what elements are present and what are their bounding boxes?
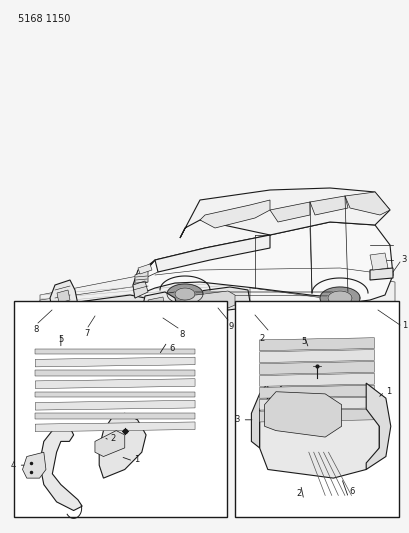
Polygon shape bbox=[182, 287, 249, 316]
Bar bbox=[234, 301, 398, 517]
Polygon shape bbox=[327, 291, 351, 305]
Polygon shape bbox=[95, 431, 124, 457]
Text: 5: 5 bbox=[301, 337, 306, 346]
Text: 2: 2 bbox=[110, 434, 116, 443]
Text: 6: 6 bbox=[348, 487, 354, 496]
Text: 3: 3 bbox=[234, 415, 239, 424]
Polygon shape bbox=[251, 383, 267, 448]
Polygon shape bbox=[259, 409, 373, 422]
Text: 8: 8 bbox=[33, 325, 38, 334]
Polygon shape bbox=[259, 350, 373, 362]
Polygon shape bbox=[57, 290, 70, 303]
Polygon shape bbox=[309, 196, 347, 215]
Polygon shape bbox=[35, 392, 195, 397]
Polygon shape bbox=[270, 202, 309, 222]
Polygon shape bbox=[180, 188, 389, 238]
Text: 8: 8 bbox=[179, 330, 184, 339]
Polygon shape bbox=[155, 235, 270, 272]
Polygon shape bbox=[143, 222, 392, 302]
Polygon shape bbox=[175, 288, 195, 300]
Polygon shape bbox=[344, 192, 389, 215]
Polygon shape bbox=[35, 422, 195, 432]
Polygon shape bbox=[259, 377, 378, 478]
Text: 2: 2 bbox=[259, 334, 264, 343]
Text: 3: 3 bbox=[400, 255, 405, 264]
Text: 6: 6 bbox=[169, 344, 174, 353]
Polygon shape bbox=[281, 303, 392, 323]
Polygon shape bbox=[50, 280, 78, 318]
Polygon shape bbox=[259, 397, 373, 410]
Text: 7: 7 bbox=[84, 329, 90, 338]
Polygon shape bbox=[35, 413, 195, 419]
Polygon shape bbox=[143, 292, 178, 320]
Polygon shape bbox=[259, 385, 373, 398]
Polygon shape bbox=[319, 287, 359, 309]
Polygon shape bbox=[133, 260, 155, 298]
Polygon shape bbox=[99, 413, 146, 478]
Bar bbox=[14, 301, 227, 517]
Polygon shape bbox=[22, 452, 46, 478]
Text: 5168 1150: 5168 1150 bbox=[18, 14, 70, 24]
Polygon shape bbox=[369, 253, 387, 270]
Polygon shape bbox=[166, 284, 202, 304]
Polygon shape bbox=[35, 370, 195, 376]
Polygon shape bbox=[369, 268, 392, 280]
Text: 1: 1 bbox=[384, 387, 390, 396]
Text: 1: 1 bbox=[401, 321, 406, 330]
Text: 9: 9 bbox=[229, 322, 234, 331]
Polygon shape bbox=[259, 373, 373, 386]
Polygon shape bbox=[247, 308, 281, 321]
Polygon shape bbox=[40, 278, 249, 325]
Polygon shape bbox=[259, 338, 373, 351]
Polygon shape bbox=[133, 281, 148, 298]
Text: 1: 1 bbox=[134, 455, 139, 464]
Polygon shape bbox=[138, 264, 152, 274]
Text: 4: 4 bbox=[11, 461, 16, 470]
Polygon shape bbox=[39, 426, 82, 511]
Polygon shape bbox=[365, 383, 390, 470]
Polygon shape bbox=[135, 270, 148, 287]
Polygon shape bbox=[184, 291, 234, 312]
Polygon shape bbox=[40, 258, 394, 320]
Polygon shape bbox=[72, 295, 145, 316]
Polygon shape bbox=[35, 379, 195, 389]
Polygon shape bbox=[148, 297, 164, 311]
Text: 2: 2 bbox=[296, 489, 301, 498]
Polygon shape bbox=[259, 361, 373, 375]
Polygon shape bbox=[200, 200, 270, 228]
Polygon shape bbox=[35, 400, 195, 410]
Polygon shape bbox=[35, 349, 195, 354]
Polygon shape bbox=[264, 392, 341, 437]
Text: 5: 5 bbox=[58, 335, 63, 344]
Polygon shape bbox=[35, 357, 195, 367]
